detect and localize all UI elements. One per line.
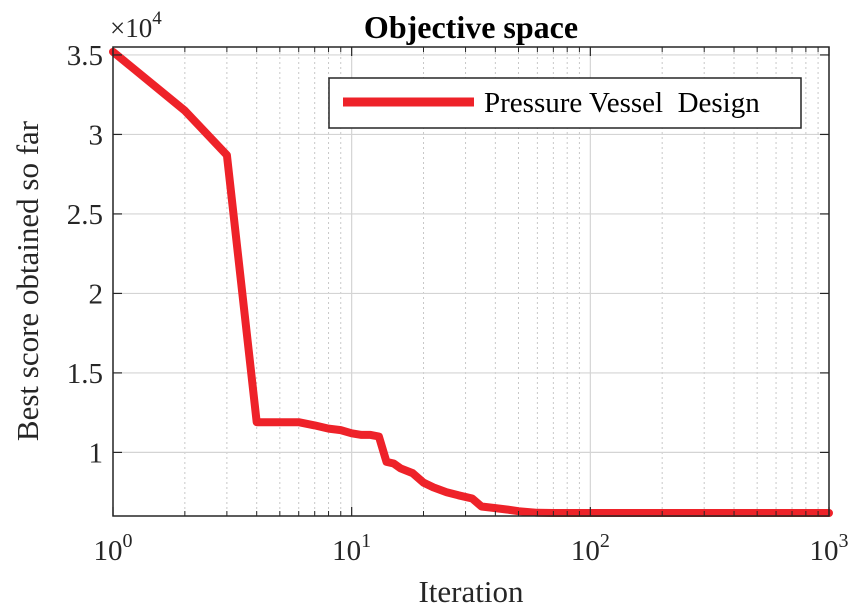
x-tick-labels: 100 101 102 103 xyxy=(94,530,849,567)
x-tick-label: 102 xyxy=(571,530,610,567)
y-tick-label: 2 xyxy=(89,278,104,310)
plot-frame xyxy=(112,46,830,517)
x-tick-label: 101 xyxy=(332,530,371,567)
y-tick-labels: 1 1.5 2 2.5 3 3.5 xyxy=(67,40,103,469)
y-tick-label: 1 xyxy=(89,437,104,469)
y-tick-label: 1.5 xyxy=(67,358,103,390)
y-axis-label: Best score obtained so far xyxy=(10,120,45,441)
y-exponent-label: ×104 xyxy=(110,8,162,43)
x-tick-label: 103 xyxy=(810,530,849,567)
legend-entry-label: Pressure Vessel Design xyxy=(484,87,760,119)
y-tick-label: 3 xyxy=(89,119,104,151)
x-tick-label: 100 xyxy=(94,530,133,567)
series-line-pressure-vessel xyxy=(109,47,833,517)
legend: Pressure Vessel Design xyxy=(328,77,802,129)
chart-title: Objective space xyxy=(364,9,578,45)
y-tick-label: 2.5 xyxy=(67,199,103,231)
y-tick-label: 3.5 xyxy=(67,40,103,72)
x-axis-label: Iteration xyxy=(418,574,524,609)
tick-marks xyxy=(112,47,830,516)
